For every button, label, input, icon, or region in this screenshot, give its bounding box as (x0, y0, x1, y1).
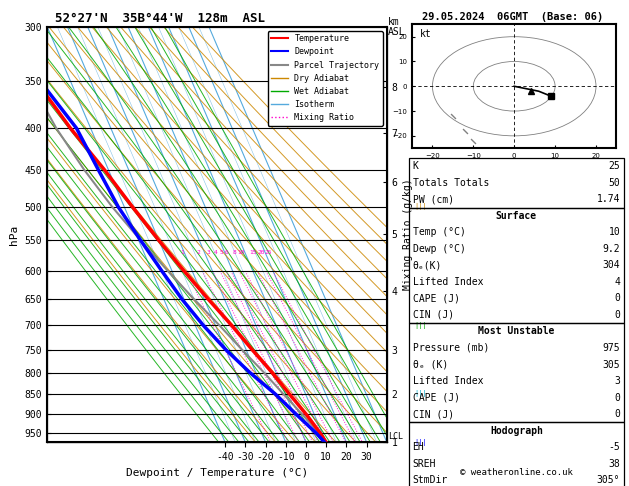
Text: SREH: SREH (413, 459, 436, 469)
Text: 52°27'N  35B°44'W  128m  ASL: 52°27'N 35B°44'W 128m ASL (55, 12, 265, 25)
Text: 4: 4 (615, 277, 620, 287)
Y-axis label: hPa: hPa (9, 225, 19, 244)
Text: Totals Totals: Totals Totals (413, 178, 489, 188)
Text: StmDir: StmDir (413, 475, 448, 485)
Text: Temp (°C): Temp (°C) (413, 227, 465, 237)
X-axis label: Dewpoint / Temperature (°C): Dewpoint / Temperature (°C) (126, 468, 308, 478)
Text: 9.2: 9.2 (603, 244, 620, 254)
Text: EH: EH (413, 442, 425, 452)
Text: 0: 0 (615, 294, 620, 303)
Text: 15: 15 (249, 250, 257, 255)
Y-axis label: Mixing Ratio (g/kg): Mixing Ratio (g/kg) (403, 179, 413, 290)
Text: 0: 0 (615, 310, 620, 320)
Text: θₑ (K): θₑ (K) (413, 360, 448, 369)
Text: |||: ||| (414, 322, 426, 329)
Text: K: K (413, 161, 418, 171)
Text: 2: 2 (196, 250, 200, 255)
Text: 38: 38 (608, 459, 620, 469)
Legend: Temperature, Dewpoint, Parcel Trajectory, Dry Adiabat, Wet Adiabat, Isotherm, Mi: Temperature, Dewpoint, Parcel Trajectory… (268, 31, 382, 125)
Text: 305°: 305° (597, 475, 620, 485)
Text: 25: 25 (608, 161, 620, 171)
Text: 305: 305 (603, 360, 620, 369)
Text: 50: 50 (608, 178, 620, 188)
Text: Hodograph: Hodograph (490, 426, 543, 435)
Text: 1.74: 1.74 (597, 194, 620, 204)
Text: 975: 975 (603, 343, 620, 353)
Text: |||: ||| (414, 390, 426, 398)
Text: 10: 10 (237, 250, 245, 255)
Text: Lifted Index: Lifted Index (413, 277, 483, 287)
Text: Lifted Index: Lifted Index (413, 376, 483, 386)
Text: -5: -5 (608, 442, 620, 452)
Text: 5: 5 (220, 250, 223, 255)
Text: 1: 1 (180, 250, 184, 255)
Text: Most Unstable: Most Unstable (478, 327, 555, 336)
Text: 3: 3 (206, 250, 210, 255)
Text: 304: 304 (603, 260, 620, 270)
Text: Dewp (°C): Dewp (°C) (413, 244, 465, 254)
Text: 0: 0 (615, 409, 620, 419)
Text: 29.05.2024  06GMT  (Base: 06): 29.05.2024 06GMT (Base: 06) (422, 12, 603, 22)
Text: ASL: ASL (388, 27, 406, 37)
Text: km: km (388, 17, 400, 27)
Text: |||: ||| (414, 439, 426, 446)
Text: 0: 0 (615, 393, 620, 402)
Text: θₑ(K): θₑ(K) (413, 260, 442, 270)
Text: CIN (J): CIN (J) (413, 409, 454, 419)
Text: 25: 25 (264, 250, 272, 255)
Text: 10: 10 (608, 227, 620, 237)
Text: 6: 6 (225, 250, 228, 255)
Text: 4: 4 (214, 250, 218, 255)
Text: 20: 20 (257, 250, 265, 255)
Text: Pressure (mb): Pressure (mb) (413, 343, 489, 353)
Text: CIN (J): CIN (J) (413, 310, 454, 320)
Text: LCL: LCL (387, 432, 403, 441)
Text: PW (cm): PW (cm) (413, 194, 454, 204)
Text: |||: ||| (414, 23, 426, 30)
Text: |||: ||| (414, 203, 426, 210)
Text: Surface: Surface (496, 211, 537, 221)
Text: CAPE (J): CAPE (J) (413, 294, 460, 303)
Text: 3: 3 (615, 376, 620, 386)
Text: © weatheronline.co.uk: © weatheronline.co.uk (460, 468, 573, 477)
Text: |||: ||| (414, 124, 426, 132)
Text: 8: 8 (233, 250, 237, 255)
Text: CAPE (J): CAPE (J) (413, 393, 460, 402)
Text: kt: kt (420, 29, 432, 39)
